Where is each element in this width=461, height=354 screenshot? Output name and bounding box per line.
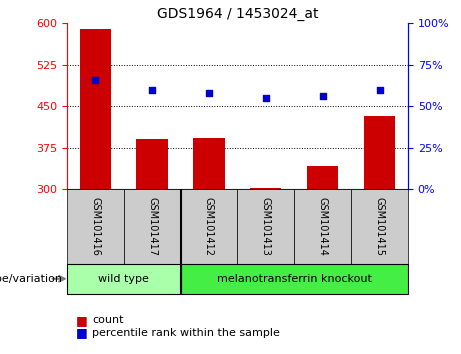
Text: GSM101412: GSM101412 <box>204 197 214 256</box>
Point <box>148 87 156 92</box>
Text: GSM101415: GSM101415 <box>374 197 384 256</box>
Text: GSM101416: GSM101416 <box>90 197 100 256</box>
Bar <box>181 264 408 294</box>
Text: wild type: wild type <box>98 274 149 284</box>
Text: GSM101413: GSM101413 <box>261 197 271 256</box>
Text: percentile rank within the sample: percentile rank within the sample <box>92 328 280 338</box>
Point <box>205 90 213 96</box>
Text: count: count <box>92 315 124 325</box>
Point <box>319 93 326 99</box>
Text: genotype/variation: genotype/variation <box>0 274 62 284</box>
Bar <box>237 189 294 264</box>
Text: melanotransferrin knockout: melanotransferrin knockout <box>217 274 372 284</box>
Bar <box>136 139 168 189</box>
Title: GDS1964 / 1453024_at: GDS1964 / 1453024_at <box>157 7 318 21</box>
Bar <box>67 189 124 264</box>
Point <box>376 87 383 92</box>
Bar <box>80 29 111 189</box>
Text: ■: ■ <box>76 314 88 327</box>
Bar <box>193 138 225 189</box>
Text: ■: ■ <box>76 326 88 339</box>
Text: GSM101414: GSM101414 <box>318 197 328 256</box>
Bar <box>307 166 338 189</box>
Point <box>262 95 270 101</box>
Bar <box>250 188 282 189</box>
Bar <box>124 189 181 264</box>
Point <box>92 77 99 82</box>
Bar <box>351 189 408 264</box>
Bar <box>364 116 395 189</box>
Bar <box>294 189 351 264</box>
Text: GSM101417: GSM101417 <box>147 197 157 256</box>
Bar <box>67 264 181 294</box>
Bar <box>181 189 237 264</box>
